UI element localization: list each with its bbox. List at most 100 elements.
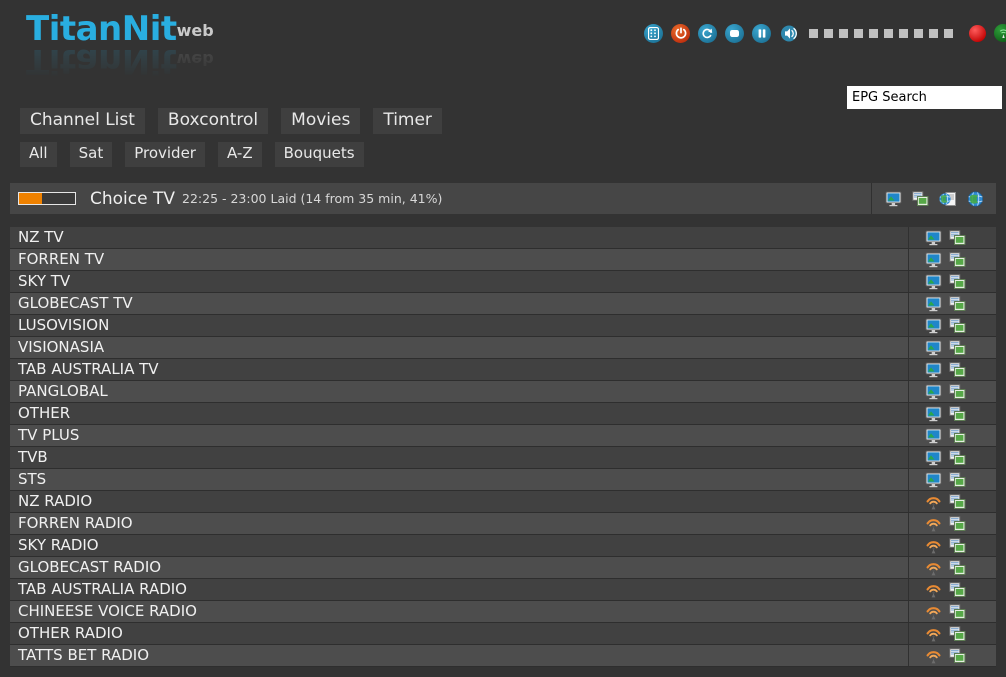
windows-stack-icon[interactable]: [949, 559, 966, 576]
volume-icon[interactable]: [781, 24, 801, 42]
tab-channel-list[interactable]: Channel List: [20, 108, 145, 135]
windows-stack-icon[interactable]: [949, 405, 966, 422]
monitor-icon[interactable]: [885, 191, 902, 207]
monitor-icon[interactable]: [925, 384, 942, 400]
windows-stack-icon[interactable]: [949, 603, 966, 620]
channel-row[interactable]: TATTS BET RADIO: [10, 645, 996, 667]
windows-stack-icon[interactable]: [949, 383, 966, 400]
channel-row[interactable]: OTHER: [10, 403, 996, 425]
windows-stack-icon[interactable]: [949, 317, 966, 334]
radio-tower-icon[interactable]: [925, 516, 942, 532]
monitor-icon[interactable]: [925, 252, 942, 268]
channel-row[interactable]: TAB AUSTRALIA RADIO: [10, 579, 996, 601]
radio-tower-icon[interactable]: [925, 560, 942, 576]
channel-row[interactable]: GLOBECAST TV: [10, 293, 996, 315]
channel-row[interactable]: LUSOVISION: [10, 315, 996, 337]
channel-row[interactable]: SKY RADIO: [10, 535, 996, 557]
radio-tower-icon[interactable]: [925, 538, 942, 554]
refresh-icon[interactable]: [698, 23, 717, 43]
channel-row[interactable]: GLOBECAST RADIO: [10, 557, 996, 579]
power-icon[interactable]: [671, 23, 690, 43]
channel-row[interactable]: VISIONASIA: [10, 337, 996, 359]
monitor-icon[interactable]: [925, 296, 942, 312]
channel-row[interactable]: TAB AUSTRALIA TV: [10, 359, 996, 381]
subtab-a-z[interactable]: A-Z: [217, 142, 262, 167]
volume-segment[interactable]: [839, 28, 848, 38]
windows-stack-icon[interactable]: [949, 251, 966, 268]
windows-stack-icon[interactable]: [949, 427, 966, 444]
channel-row[interactable]: CHINEESE VOICE RADIO: [10, 601, 996, 623]
channel-row[interactable]: SKY TV: [10, 271, 996, 293]
windows-stack-icon[interactable]: [949, 295, 966, 312]
windows-stack-icon[interactable]: [949, 515, 966, 532]
windows-stack-icon[interactable]: [912, 190, 929, 207]
volume-segment[interactable]: [854, 28, 863, 38]
volume-segment[interactable]: [929, 28, 938, 38]
now-playing-channel: Choice TV: [90, 188, 175, 209]
globe-icon[interactable]: [967, 191, 984, 207]
monitor-icon[interactable]: [925, 472, 942, 488]
pause-icon[interactable]: [752, 23, 771, 43]
windows-stack-icon[interactable]: [949, 537, 966, 554]
volume-segment[interactable]: [899, 28, 908, 38]
monitor-icon[interactable]: [925, 230, 942, 246]
radio-tower-icon[interactable]: [925, 626, 942, 642]
channel-row[interactable]: NZ TV: [10, 227, 996, 249]
epg-search-input[interactable]: [847, 86, 1002, 109]
channel-row[interactable]: STS: [10, 469, 996, 491]
windows-stack-icon[interactable]: [949, 273, 966, 290]
monitor-icon[interactable]: [925, 406, 942, 422]
channel-row[interactable]: PANGLOBAL: [10, 381, 996, 403]
monitor-icon[interactable]: [925, 362, 942, 378]
monitor-icon[interactable]: [925, 274, 942, 290]
channel-row[interactable]: TV PLUS: [10, 425, 996, 447]
windows-stack-icon[interactable]: [949, 361, 966, 378]
signal-indicator: [994, 24, 1006, 42]
windows-stack-icon[interactable]: [949, 449, 966, 466]
channel-row-actions: [908, 469, 996, 490]
device-toolbar: [644, 22, 1006, 44]
tab-boxcontrol[interactable]: Boxcontrol: [157, 108, 269, 135]
remote-icon[interactable]: [644, 23, 663, 43]
stop-icon[interactable]: [725, 23, 744, 43]
windows-stack-icon[interactable]: [949, 625, 966, 642]
radio-tower-icon[interactable]: [925, 582, 942, 598]
channel-row[interactable]: TVB: [10, 447, 996, 469]
channel-row[interactable]: FORREN TV: [10, 249, 996, 271]
windows-stack-icon[interactable]: [949, 471, 966, 488]
globe-page-icon[interactable]: [939, 191, 957, 207]
channel-row-actions: [908, 535, 996, 556]
logo-main-text: TitanNit: [26, 9, 177, 49]
volume-segment[interactable]: [809, 28, 818, 38]
windows-stack-icon[interactable]: [949, 581, 966, 598]
subtab-all[interactable]: All: [20, 142, 57, 167]
channel-row[interactable]: FORREN RADIO: [10, 513, 996, 535]
channel-row[interactable]: OTHER RADIO: [10, 623, 996, 645]
monitor-icon[interactable]: [925, 340, 942, 356]
windows-stack-icon[interactable]: [949, 647, 966, 664]
volume-segment[interactable]: [824, 28, 833, 38]
windows-stack-icon[interactable]: [949, 493, 966, 510]
monitor-icon[interactable]: [925, 450, 942, 466]
volume-segment[interactable]: [944, 28, 953, 38]
monitor-icon[interactable]: [925, 318, 942, 334]
now-playing-meta: 22:25 - 23:00 Laid (14 from 35 min, 41%): [182, 191, 443, 206]
monitor-icon[interactable]: [925, 428, 942, 444]
record-indicator: [969, 24, 986, 42]
radio-tower-icon[interactable]: [925, 494, 942, 510]
radio-tower-icon[interactable]: [925, 648, 942, 664]
windows-stack-icon[interactable]: [949, 339, 966, 356]
windows-stack-icon[interactable]: [949, 229, 966, 246]
channel-row-label: FORREN TV: [18, 252, 105, 267]
channel-row[interactable]: NZ RADIO: [10, 491, 996, 513]
radio-tower-icon[interactable]: [925, 604, 942, 620]
volume-segment[interactable]: [914, 28, 923, 38]
volume-segment[interactable]: [884, 28, 893, 38]
volume-segment[interactable]: [869, 28, 878, 38]
subtab-bouquets[interactable]: Bouquets: [274, 142, 364, 167]
subtab-sat[interactable]: Sat: [69, 142, 113, 167]
tab-timer[interactable]: Timer: [373, 108, 442, 135]
tab-movies[interactable]: Movies: [281, 108, 361, 135]
channel-row-label: VISIONASIA: [18, 340, 105, 355]
subtab-provider[interactable]: Provider: [125, 142, 205, 167]
